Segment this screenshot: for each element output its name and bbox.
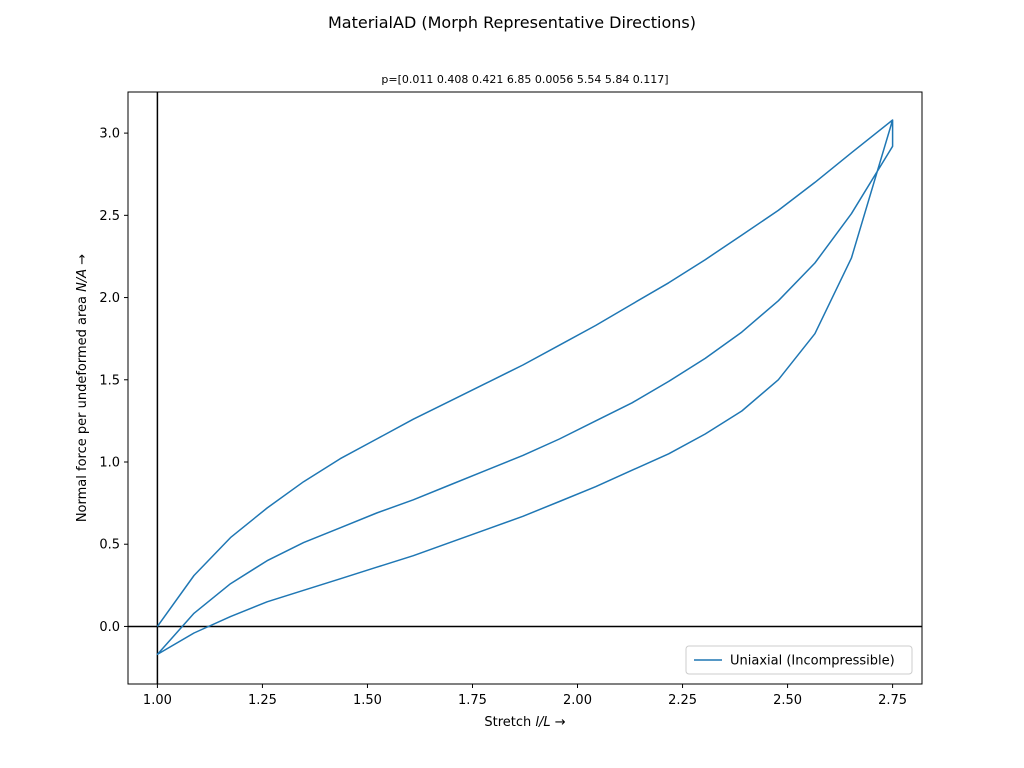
x-tick-label: 1.25 xyxy=(248,693,277,708)
legend-box xyxy=(685,645,913,675)
axis-ticks: 1.00 1.25 1.50 1.75 2.00 2.25 2.50 2.75 0.0 0.5 1.… xyxy=(99,127,907,708)
x-tick-label: 2.25 xyxy=(668,693,697,708)
chart-subtitle: p=[0.011 0.408 0.421 6.85 0.0056 5.54 5.… xyxy=(381,73,668,86)
plot-frame xyxy=(127,91,923,685)
x-tick-label: 2.75 xyxy=(878,693,907,708)
x-axis-label: Stretch l/L → xyxy=(484,715,565,730)
y-tick-label: 1.0 xyxy=(99,456,120,471)
y-tick-label: 3.0 xyxy=(99,127,120,142)
plot-area xyxy=(128,92,922,684)
x-tick-label: 1.75 xyxy=(458,693,487,708)
series-line xyxy=(156,119,894,656)
x-tick-label: 1.50 xyxy=(353,693,382,708)
chart-title: MaterialAD (Morph Representative Directi… xyxy=(328,13,696,32)
legend: Uniaxial (Incompressible) xyxy=(685,645,913,675)
x-tick-label: 2.50 xyxy=(773,693,802,708)
y-tick-label: 2.0 xyxy=(99,291,120,306)
x-tick-label: 1.00 xyxy=(143,693,172,708)
y-tick-label: 0.0 xyxy=(99,620,120,635)
y-tick-label: 1.5 xyxy=(99,373,120,388)
y-tick-label: 2.5 xyxy=(99,209,120,224)
y-tick-label: 0.5 xyxy=(99,538,120,553)
x-tick-label: 2.00 xyxy=(563,693,592,708)
legend-label: Uniaxial (Incompressible) xyxy=(730,654,895,669)
y-axis-label: Normal force per undeformed area N/A → xyxy=(75,254,90,522)
